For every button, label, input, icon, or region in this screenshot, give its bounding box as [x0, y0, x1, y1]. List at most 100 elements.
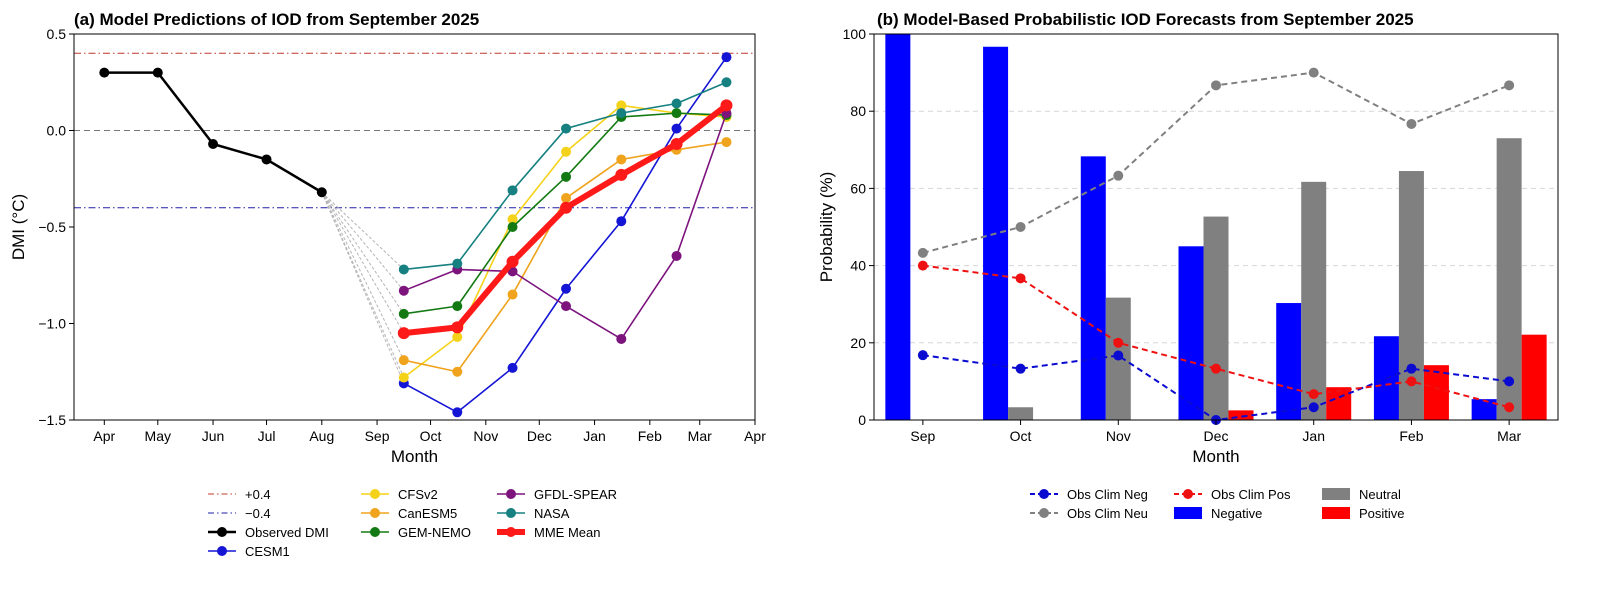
x-tick-label: Nov: [473, 428, 498, 444]
line-series-obs-clim-neu: [917, 67, 1515, 258]
y-tick-label: −0.5: [38, 219, 66, 235]
data-point: [561, 193, 572, 204]
legend-marker: [1183, 489, 1193, 499]
data-point: [917, 350, 928, 361]
bar: [885, 34, 911, 420]
y-tick-label: 0.5: [47, 26, 67, 42]
x-tick-label: Apr: [93, 428, 115, 444]
legend-marker: [370, 527, 380, 537]
data-point: [1113, 170, 1124, 181]
series-mme mean: [397, 99, 733, 340]
data-point: [1015, 222, 1026, 232]
data-point: [561, 123, 572, 134]
panel-b-title: (b) Model-Based Probabilistic IOD Foreca…: [877, 10, 1414, 29]
connector-gfdl-spear: [321, 191, 405, 292]
bar: [1471, 399, 1497, 420]
data-point: [316, 187, 327, 198]
x-tick-label: Aug: [309, 428, 334, 444]
data-point: [671, 123, 682, 134]
legend-item-canesm5: CanESM5: [361, 506, 457, 521]
connector-gem-nemo: [321, 191, 405, 315]
x-tick-label: Oct: [1010, 428, 1032, 444]
legend-label: CanESM5: [398, 506, 457, 521]
legend-label: GEM-NEMO: [398, 525, 471, 540]
legend-item-cesm1: CESM1: [208, 544, 290, 559]
data-point: [506, 255, 519, 268]
x-tick-label: Feb: [638, 428, 662, 444]
panel-a-title: (a) Model Predictions of IOD from Septem…: [74, 10, 479, 29]
data-point: [721, 77, 732, 88]
bar: [1301, 181, 1327, 420]
data-point: [398, 264, 409, 275]
data-point: [507, 214, 518, 225]
data-point: [1406, 363, 1417, 374]
legend-marker: [506, 508, 516, 518]
data-point: [452, 366, 463, 377]
series-observed-dmi: [99, 67, 327, 198]
y-tick-label: 100: [843, 26, 867, 42]
legend-swatch: [1174, 507, 1202, 519]
legend-swatch: [1322, 488, 1350, 500]
data-point: [616, 216, 627, 227]
legend-label: Obs Clim Pos: [1211, 487, 1291, 502]
data-point: [1015, 273, 1026, 284]
legend-marker: [217, 546, 227, 556]
data-point: [721, 137, 732, 148]
data-point: [721, 52, 732, 63]
legend-marker: [506, 489, 516, 499]
data-point: [452, 258, 463, 269]
connector-cfsv2: [321, 192, 405, 378]
x-tick-label: May: [145, 428, 171, 444]
bar: [1276, 303, 1302, 420]
panel-a: (a) Model Predictions of IOD from Septem…: [9, 10, 766, 559]
y-tick-label: 0.0: [47, 123, 67, 139]
legend-item-obs-clim-neg: Obs Clim Neg: [1030, 487, 1148, 502]
bar-series-negative: [885, 34, 1497, 420]
connector-mme mean: [321, 192, 405, 334]
data-point: [507, 362, 518, 373]
data-point: [917, 247, 928, 258]
bar: [1178, 246, 1204, 420]
x-axis-label: Month: [391, 447, 438, 466]
legend-label: Neutral: [1359, 487, 1401, 502]
data-point: [452, 407, 463, 418]
bar: [1423, 365, 1449, 420]
bar: [1496, 138, 1522, 420]
legend-b: Obs Clim Neg Obs Clim Neu Obs Clim Pos Nega…: [1030, 487, 1405, 521]
y-tick-label: 0: [858, 412, 866, 428]
data-point: [398, 355, 409, 366]
data-point: [1015, 363, 1026, 374]
x-tick-label: Nov: [1106, 428, 1131, 444]
y-tick-label: −1.5: [38, 412, 66, 428]
legend-marker: [370, 489, 380, 499]
legend-label: Negative: [1211, 506, 1262, 521]
legend-marker: [1039, 508, 1049, 518]
x-tick-label: Sep: [365, 428, 390, 444]
legend-marker: [217, 527, 227, 537]
line-series-obs-clim-pos: [917, 260, 1515, 413]
legend-item-neutral: Neutral: [1322, 487, 1401, 502]
legend-marker: [506, 527, 516, 537]
legend-item--0-4: +0.4: [208, 487, 271, 502]
x-tick-label: Jul: [258, 428, 276, 444]
legend-label: Obs Clim Neu: [1067, 506, 1148, 521]
data-point: [616, 154, 627, 165]
legend-label: −0.4: [245, 506, 271, 521]
data-point: [398, 285, 409, 296]
data-point: [671, 98, 682, 109]
data-point: [561, 171, 572, 182]
legend-item-negative: Negative: [1174, 506, 1262, 521]
series-nasa: [398, 77, 732, 275]
legend-marker: [370, 508, 380, 518]
data-point: [1504, 376, 1515, 387]
data-point: [1406, 376, 1417, 387]
legend-item-obs-clim-neu: Obs Clim Neu: [1030, 506, 1148, 521]
bar: [1228, 410, 1254, 420]
x-tick-label: Jun: [202, 428, 225, 444]
x-tick-label: Sep: [910, 428, 935, 444]
data-point: [451, 321, 464, 334]
legend-a: +0.4 −0.4 Observed DMI CESM1 CFSv2 CanESM5 GEM…: [208, 487, 617, 559]
data-point: [507, 222, 518, 232]
y-axis-label: DMI (°C): [9, 194, 28, 260]
